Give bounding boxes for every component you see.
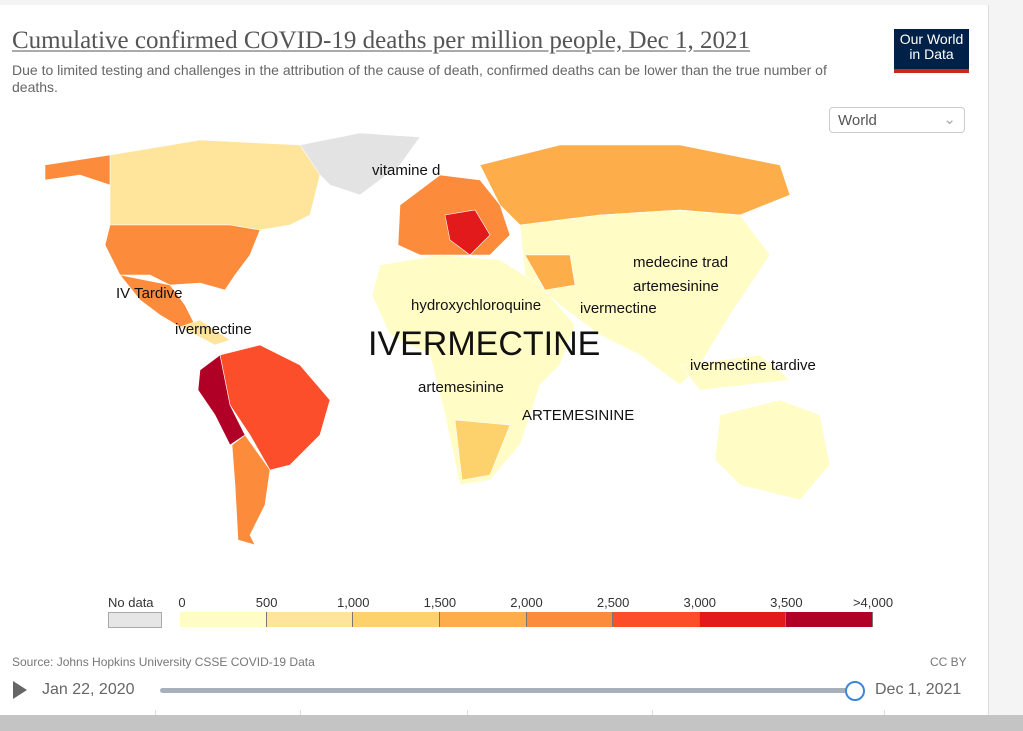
legend-no-data-label: No data bbox=[108, 595, 154, 610]
map-brazil[interactable] bbox=[219, 344, 331, 471]
map-australia[interactable] bbox=[714, 399, 831, 501]
map-argentina[interactable] bbox=[231, 434, 271, 546]
annotation-artemesinine-africa: artemesinine bbox=[418, 379, 504, 396]
map-eastern-europe[interactable] bbox=[444, 209, 491, 256]
play-icon[interactable] bbox=[13, 681, 27, 699]
map-iran[interactable] bbox=[524, 254, 576, 291]
legend-bin-1[interactable] bbox=[266, 612, 354, 627]
annotation-hydroxychloroquine: hydroxychloroquine bbox=[411, 297, 542, 314]
annotation-ivermectine-tardive: ivermectine tardive bbox=[690, 357, 816, 374]
region-select[interactable]: World ⌄ bbox=[829, 107, 965, 133]
chart-title[interactable]: Cumulative confirmed COVID-19 deaths per… bbox=[12, 27, 751, 54]
world-map bbox=[44, 132, 831, 546]
annotation-artemesinine-caps: ARTEMESININE bbox=[522, 407, 635, 424]
legend-bin-2[interactable] bbox=[353, 612, 440, 627]
chart-card: Cumulative confirmed COVID-19 deaths per… bbox=[0, 5, 989, 720]
legend-tick: 2,000 bbox=[510, 595, 543, 610]
annotation-vitamine-d: vitamine d bbox=[372, 162, 441, 179]
legend-color-bar bbox=[180, 612, 873, 627]
legend-bin-7[interactable] bbox=[786, 612, 873, 627]
annotation-artemesinine-asia: artemesinine bbox=[633, 278, 719, 295]
map-peru[interactable] bbox=[197, 354, 246, 446]
legend-bin-3[interactable] bbox=[439, 612, 527, 627]
legend-tick: >4,000 bbox=[852, 595, 894, 610]
map-alaska[interactable] bbox=[44, 154, 111, 186]
license-link[interactable]: CC BY bbox=[930, 655, 967, 669]
legend-tick: 1,500 bbox=[423, 595, 457, 610]
annotation-medecine-trad: medecine trad bbox=[633, 254, 729, 271]
browser-bottom-bar bbox=[0, 715, 1023, 731]
legend-tick: 3,500 bbox=[770, 595, 803, 610]
legend-bin-5[interactable] bbox=[613, 612, 700, 627]
legend-no-data-swatch bbox=[108, 612, 162, 628]
timeline-slider[interactable] bbox=[160, 688, 850, 693]
map-canada[interactable] bbox=[109, 139, 321, 231]
annotation-ivermectine-big: IVERMECTINE bbox=[368, 325, 601, 363]
region-select-value: World bbox=[838, 112, 877, 129]
legend-bin-6[interactable] bbox=[699, 612, 787, 627]
legend-tick: 500 bbox=[255, 595, 278, 610]
source-note[interactable]: Source: Johns Hopkins University CSSE CO… bbox=[12, 655, 315, 669]
map-indonesia[interactable] bbox=[679, 354, 791, 391]
map-africa[interactable] bbox=[371, 254, 576, 486]
map-central-america[interactable] bbox=[179, 319, 231, 346]
annotation-ivermectine-americas: ivermectine bbox=[175, 321, 252, 338]
annotation-ivermectine-middle-east: ivermectine bbox=[580, 300, 657, 317]
legend-tick: 2,500 bbox=[596, 595, 630, 610]
map-south-africa[interactable] bbox=[454, 419, 511, 481]
legend-bin-0[interactable] bbox=[180, 612, 267, 627]
legend-tick: 0 bbox=[178, 595, 186, 610]
owid-logo[interactable]: Our World in Data bbox=[894, 29, 969, 73]
legend-bin-4[interactable] bbox=[526, 612, 614, 627]
annotation-iv-tardive: IV Tardive bbox=[116, 285, 183, 302]
legend-tick: 1,000 bbox=[336, 595, 370, 610]
chart-subtitle: Due to limited testing and challenges in… bbox=[12, 62, 827, 95]
map-usa[interactable] bbox=[104, 224, 261, 291]
timeline-end-date[interactable]: Dec 1, 2021 bbox=[875, 681, 962, 698]
legend-tick: 3,000 bbox=[683, 595, 717, 610]
timeline-handle[interactable] bbox=[845, 681, 865, 701]
chevron-down-icon: ⌄ bbox=[943, 111, 956, 128]
timeline-start-date[interactable]: Jan 22, 2020 bbox=[42, 681, 135, 698]
